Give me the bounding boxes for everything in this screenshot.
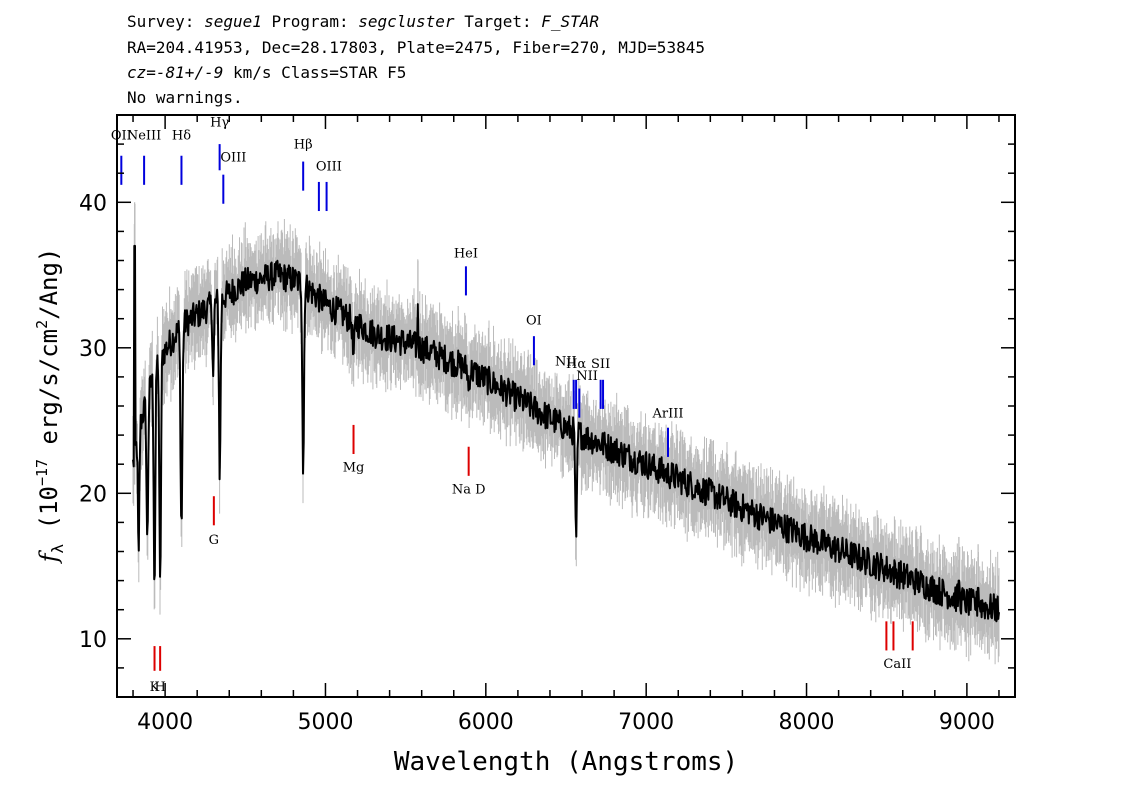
y-tick-label: 40 [79,191,107,216]
target-value: F_STAR [541,12,600,31]
x-tick-label: 6000 [458,710,514,735]
x-tick-label: 4000 [137,710,193,735]
header-line-3: cz=-81+/-9 km/s Class=STAR F5 [127,63,406,82]
error-band-path [132,204,1000,665]
absorption-label-1: H [154,680,165,695]
emission-label-9: OI [526,314,542,329]
emission-label-3: Hγ [210,116,229,131]
survey-label: Survey: [127,12,195,31]
cz-value: -81+/-9 [155,63,224,82]
emission-label-13: SII [591,357,610,372]
emission-label-1: NeIII [127,129,161,144]
x-tick-label: 8000 [779,710,835,735]
class-text: km/s Class=STAR F5 [223,63,407,82]
emission-label-12: NII [576,369,598,384]
emission-label-10: NII [555,354,577,369]
survey-value: segue1 [204,12,262,31]
x-tick-label: 5000 [297,710,353,735]
emission-label-2: Hδ [172,129,191,144]
header-line-4: No warnings. [127,88,243,107]
y-axis-label: fλ (10−17 erg/s/cm2/Ang) [33,248,67,565]
y-tick-label: 20 [79,482,107,507]
emission-label-15: ArIII [651,407,683,422]
cz-label: cz= [127,63,156,82]
emission-label-8: HeI [454,247,478,262]
absorption-label-3: Mg [343,460,365,475]
y-tick-label: 10 [79,628,107,653]
y-tick-label: 30 [79,337,107,362]
program-label: Program: [271,12,349,31]
emission-label-5: Hβ [294,137,313,152]
program-value: segcluster [358,12,455,31]
absorption-label-2: G [209,533,219,548]
target-label: Target: [464,12,532,31]
axis-ticks [117,114,1015,697]
flux-line [132,244,1000,623]
x-tick-label: 9000 [939,710,995,735]
header-line-2: RA=204.41953, Dec=28.17803, Plate=2475, … [127,38,705,57]
emission-label-4: OIII [220,151,246,166]
x-tick-label: 7000 [618,710,674,735]
absorption-label-5: CaII [883,657,911,672]
error-band [132,202,1000,665]
emission-label-11: Hα [566,357,586,372]
tick-labels: 4000 5000 6000 7000 8000 9000 10 20 30 40 [79,191,995,735]
flux-series [132,244,1000,623]
header-line-1: Survey: segue1 Program: segcluster Targe… [127,12,599,31]
x-axis-label: Wavelength (Angstroms) [394,747,738,777]
absorption-label-4: Na D [452,482,486,497]
emission-label-6: OIII [316,159,342,174]
absorption-label-0: K [150,680,160,695]
